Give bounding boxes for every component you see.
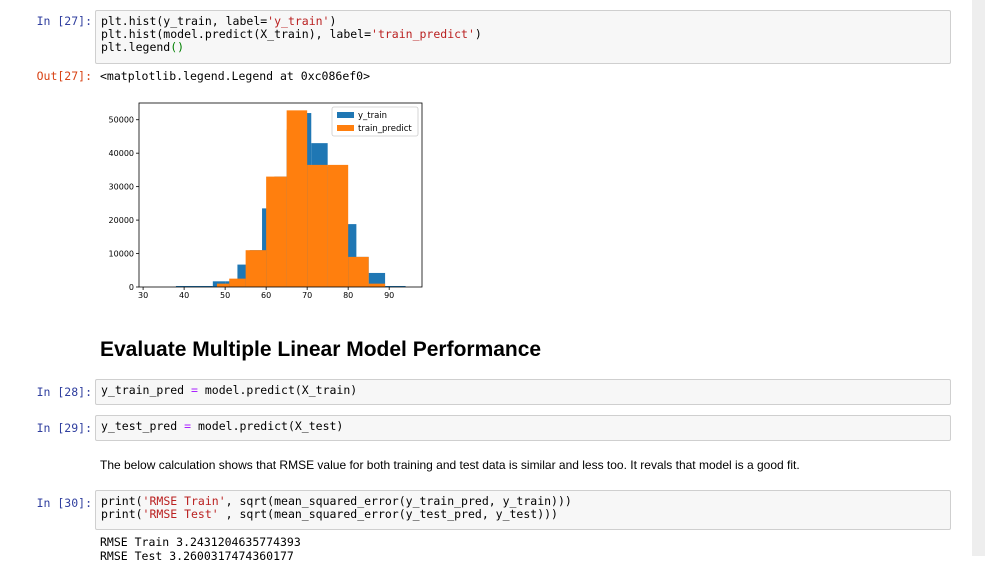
code-editor[interactable]: print('RMSE Train', sqrt(mean_squared_er… xyxy=(95,490,951,530)
histogram-bar-train_predict xyxy=(327,164,349,287)
y-tick-label: 50000 xyxy=(109,116,134,125)
input-prompt: In [27]: xyxy=(36,14,92,28)
code-cell-29[interactable]: In [29]: y_test_pred = model.predict(X_t… xyxy=(0,415,960,443)
y-tick-label: 30000 xyxy=(109,183,134,192)
histogram-bar-train_predict xyxy=(348,256,369,287)
x-tick-label: 50 xyxy=(220,291,230,300)
histogram-bar-train_predict xyxy=(229,278,246,287)
y-tick-label: 20000 xyxy=(109,216,134,225)
x-tick-label: 40 xyxy=(179,291,189,300)
code-line: plt.hist(model.predict(X_train), label='… xyxy=(101,27,482,41)
input-prompt: In [30]: xyxy=(36,496,92,510)
output-text: RMSE Train 3.2431204635774393 RMSE Test … xyxy=(100,535,301,563)
code-line: y_train_pred = model.predict(X_train) xyxy=(101,383,358,397)
code-line: print('RMSE Train', sqrt(mean_squared_er… xyxy=(101,494,572,508)
y-tick-label: 10000 xyxy=(109,250,134,259)
code-line: y_test_pred = model.predict(X_test) xyxy=(101,419,344,433)
code-lines: plt.hist(y_train, label='y_train') plt.hi… xyxy=(101,15,945,54)
x-tick-label: 60 xyxy=(261,291,271,300)
code-cell-27[interactable]: In [27]: plt.hist(y_train, label='y_trai… xyxy=(0,8,960,298)
histogram-chart: 30 40 50 60 70 80 90 0 10000 20000 30000 40000 50000… xyxy=(109,102,423,300)
code-line: plt.hist(y_train, label='y_train') xyxy=(101,14,337,28)
legend-label: train_predict xyxy=(358,124,412,134)
histogram-bar-train_predict xyxy=(266,176,287,287)
x-tick-label: 30 xyxy=(138,291,148,300)
y-tick-label: 0 xyxy=(129,283,134,292)
x-tick-label: 70 xyxy=(302,291,312,300)
histogram-bar-y_train xyxy=(385,285,406,287)
code-line: print('RMSE Test' , sqrt(mean_squared_er… xyxy=(101,507,558,521)
code-cell-28[interactable]: In [28]: y_train_pred = model.predict(X_… xyxy=(0,379,960,407)
section-heading: Evaluate Multiple Linear Model Performan… xyxy=(100,338,542,361)
code-editor[interactable]: plt.hist(y_train, label='y_train') plt.hi… xyxy=(95,10,951,64)
output-prompt: Out[27]: xyxy=(36,69,92,83)
code-editor[interactable]: y_train_pred = model.predict(X_train) xyxy=(95,379,951,405)
histogram-bar-train_predict xyxy=(307,164,328,287)
input-prompt: In [29]: xyxy=(36,421,92,435)
legend-swatch xyxy=(337,125,354,131)
input-prompt: In [28]: xyxy=(36,385,92,399)
histogram-bar-train_predict xyxy=(286,110,308,287)
histogram-bar-y_train xyxy=(200,285,213,287)
code-lines: y_train_pred = model.predict(X_train) xyxy=(101,384,945,397)
legend-label: y_train xyxy=(358,111,387,121)
histogram-bar-y_train xyxy=(368,272,386,287)
y-tick-label: 40000 xyxy=(109,149,134,158)
markdown-text: The below calculation shows that RMSE va… xyxy=(100,458,800,472)
x-tick-label: 80 xyxy=(343,291,353,300)
output-text: <matplotlib.legend.Legend at 0xc086ef0> xyxy=(100,69,371,83)
code-lines: print('RMSE Train', sqrt(mean_squared_er… xyxy=(101,495,945,521)
histogram-bar-train_predict xyxy=(245,250,267,287)
code-lines: y_test_pred = model.predict(X_test) xyxy=(101,420,945,433)
histogram-bar-train_predict xyxy=(368,283,386,287)
legend-swatch xyxy=(337,112,354,118)
code-editor[interactable]: y_test_pred = model.predict(X_test) xyxy=(95,415,951,441)
x-tick-label: 90 xyxy=(384,291,394,300)
code-line: plt.legend() xyxy=(101,40,185,54)
histogram-bar-train_predict xyxy=(216,283,230,287)
plot-frame xyxy=(138,102,423,288)
code-cell-30[interactable]: In [30]: print('RMSE Train', sqrt(mean_s… xyxy=(0,490,960,563)
page-scrollbar[interactable] xyxy=(972,0,985,556)
histogram-bar-y_train xyxy=(175,285,201,287)
